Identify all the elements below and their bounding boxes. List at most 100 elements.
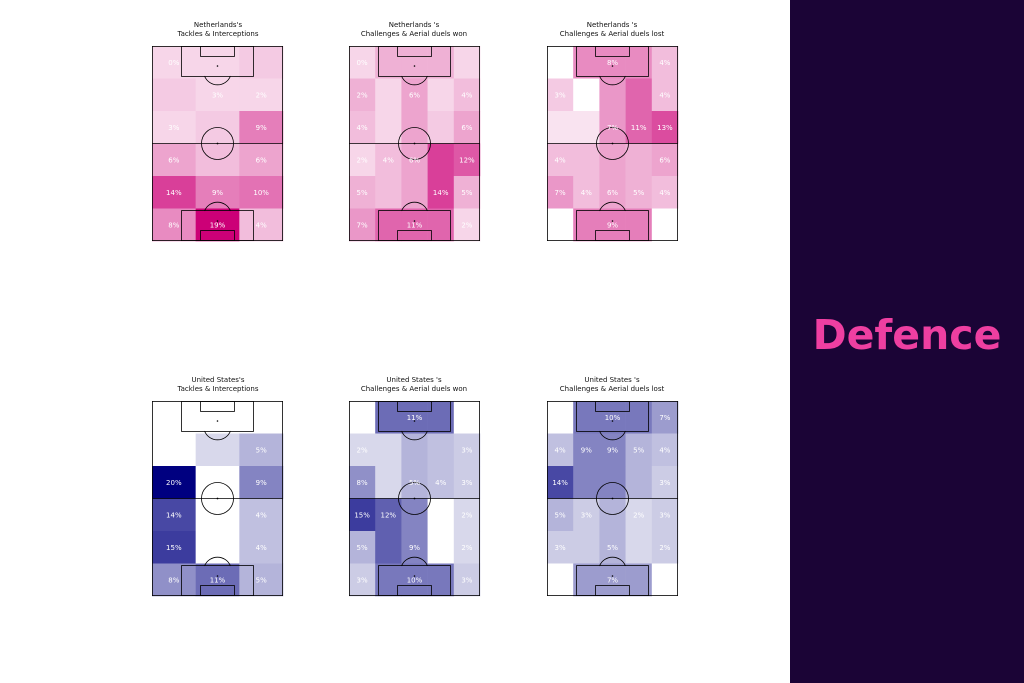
- bottom-six-yard-box: [397, 585, 432, 597]
- heatmap-cell: [239, 498, 284, 532]
- panel-1-pitch-heatmap: 0% 3% 2% 3% 9% 6% 6% 14% 9% 10% 8% 19% 4%: [152, 46, 284, 242]
- cell-value-label: 7%: [607, 124, 618, 132]
- heatmap-cell: [651, 466, 679, 499]
- cell-value-label: 0%: [555, 414, 566, 422]
- heatmap-cell: [427, 563, 455, 597]
- cell-value-label: 5%: [357, 189, 368, 197]
- top-penalty-spot: [216, 65, 219, 67]
- heatmap-cell: [195, 176, 240, 209]
- panel-4-title-line-1: United States's: [191, 376, 245, 384]
- heatmap-cell: [152, 78, 196, 112]
- top-six-yard-box: [397, 401, 432, 412]
- heatmap-cell: [349, 46, 376, 79]
- cell-value-label: 6%: [256, 156, 267, 164]
- panel-3-pitch-heatmap: 0% 8% 4% 3% 4% 7% 11% 13% 4% 6% 7% 4% 6% 5% 4% 0% 9% 0%: [547, 46, 679, 242]
- top-penalty-spot: [611, 65, 614, 67]
- top-penalty-arc: [599, 75, 626, 86]
- cell-value-label: 6%: [409, 156, 420, 164]
- heatmap-cell: [427, 208, 455, 242]
- heatmap-cell: [239, 401, 284, 434]
- heatmap-cell: [239, 466, 284, 499]
- panel-6-pitch-heatmap: 0% 10% 7% 4% 9% 9% 5% 4% 14% 3% 5% 3% 2% 3% 3% 5% 2% 0% 7%…: [547, 401, 679, 597]
- heatmap-cell: [547, 208, 574, 242]
- cell-value-label: 10%: [605, 414, 621, 422]
- cell-value-label: 11%: [631, 124, 647, 132]
- cell-value-label: 6%: [659, 156, 670, 164]
- cell-value-label: 11%: [407, 414, 423, 422]
- bottom-penalty-spot: [413, 575, 416, 577]
- heatmap-cell: [195, 563, 240, 597]
- heatmap-cell: [453, 531, 481, 564]
- cell-value-label: 2%: [357, 91, 368, 99]
- heatmap-cell: [573, 143, 600, 177]
- cell-value-label: 4%: [659, 91, 670, 99]
- heatmap-cell: [625, 78, 653, 112]
- top-penalty-spot: [216, 420, 219, 422]
- center-circle: [398, 127, 431, 160]
- cell-value-label: 2%: [461, 511, 472, 519]
- heatmap-cell: [573, 433, 600, 467]
- heatmap-cell: [152, 531, 196, 564]
- cell-value-label: 4%: [555, 446, 566, 454]
- cell-value-label: 0%: [555, 576, 566, 584]
- heatmap-cell: [651, 46, 679, 79]
- heatmap-cell: [239, 46, 284, 79]
- heatmap-cell: [195, 46, 240, 79]
- center-spot: [216, 142, 219, 145]
- heatmap-cell: [427, 433, 455, 467]
- cell-value-label: 9%: [607, 446, 618, 454]
- heatmap-cell: [152, 143, 196, 177]
- heatmap-cell: [427, 498, 455, 532]
- cell-value-label: 2%: [461, 544, 472, 552]
- panel-2-title-line-1: Netherlands 's: [388, 21, 440, 29]
- heatmap-cell: [239, 78, 284, 112]
- cell-value-label: 3%: [555, 544, 566, 552]
- cell-value-label: 20%: [166, 479, 182, 487]
- heatmap-cell: [599, 78, 626, 112]
- heatmap-cell: [599, 176, 626, 209]
- heatmap-cell: [625, 466, 653, 499]
- heatmap-cell: [349, 78, 376, 112]
- cell-value-label: 14%: [433, 189, 449, 197]
- cell-value-label: 5%: [409, 479, 420, 487]
- cell-value-label: 8%: [607, 59, 618, 67]
- panel-5-title-line-1: United States 's: [386, 376, 442, 384]
- heatmap-cell: [375, 143, 402, 177]
- cell-value-label: 0%: [555, 59, 566, 67]
- heatmap-cell: [453, 563, 481, 597]
- cell-value-label: 5%: [357, 544, 368, 552]
- heatmap-cell: [152, 208, 196, 242]
- heatmap-cell: [349, 498, 376, 532]
- bottom-penalty-arc: [401, 556, 428, 567]
- heatmap-cell: [453, 498, 481, 532]
- bottom-penalty-spot: [413, 220, 416, 222]
- cell-value-label: 6%: [607, 189, 618, 197]
- heatmap-cell: [625, 498, 653, 532]
- heatmap-cell: [547, 176, 574, 209]
- heatmap-cell: [651, 563, 679, 597]
- heatmap-cell: [573, 176, 600, 209]
- heatmap-cell: [599, 46, 626, 79]
- cell-value-label: 0%: [168, 59, 179, 67]
- heatmap-cell: [427, 401, 455, 434]
- cell-value-label: 10%: [407, 576, 423, 584]
- cell-value-label: 9%: [409, 544, 420, 552]
- cell-value-label: 4%: [659, 446, 670, 454]
- heatmap-cell: [349, 401, 376, 434]
- heatmap-cell: [453, 433, 481, 467]
- heatmap-cell: [547, 111, 574, 144]
- heatmap-cell: [651, 111, 679, 144]
- heatmap-cell: [401, 208, 428, 242]
- panel-1-title-line-2: Tackles & Interceptions: [177, 30, 259, 38]
- heatmap-cell: [239, 563, 284, 597]
- heatmap-cell: [453, 46, 481, 79]
- heatmap-cell: [625, 176, 653, 209]
- heatmap-cell: [651, 531, 679, 564]
- bottom-six-yard-box: [595, 230, 630, 242]
- cell-value-label: 7%: [607, 576, 618, 584]
- cell-value-label: 0%: [168, 414, 179, 422]
- cell-value-label: 3%: [581, 511, 592, 519]
- cell-value-label: 5%: [256, 576, 267, 584]
- cell-value-label: 4%: [435, 479, 446, 487]
- heatmap-cell: [401, 498, 428, 532]
